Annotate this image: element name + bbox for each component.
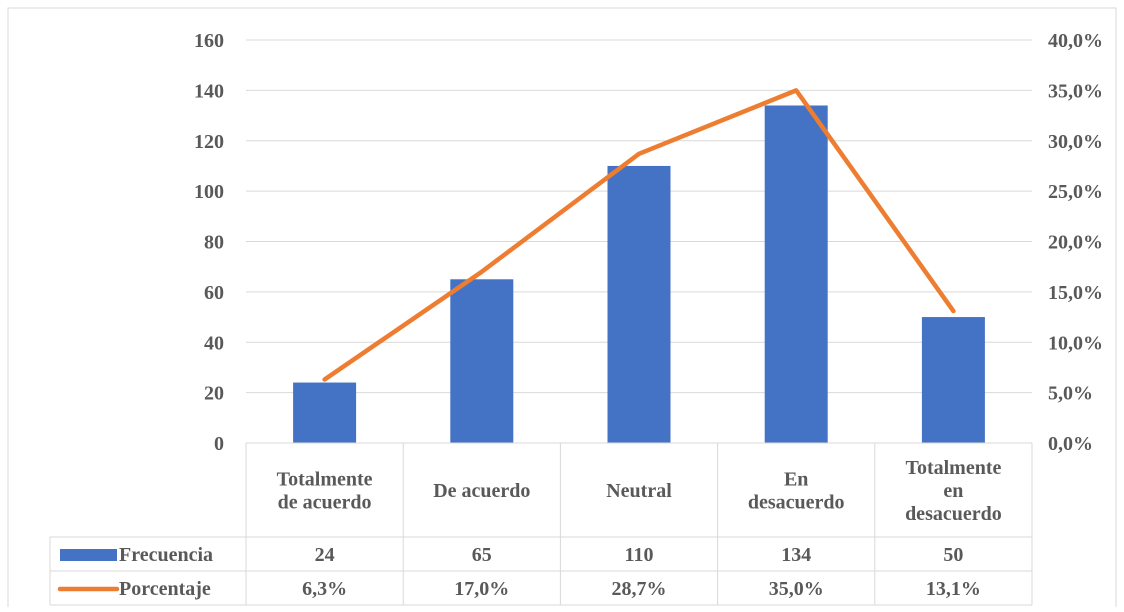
right-tick-label: 25,0%: [1048, 181, 1103, 203]
legend-label-porcentaje: Porcentaje: [119, 578, 211, 600]
left-tick-label: 100: [194, 181, 224, 203]
left-tick-label: 0: [214, 433, 224, 455]
legend-label-frecuencia: Frecuencia: [119, 544, 213, 566]
legend-key-bar: [60, 549, 117, 561]
right-tick-label: 40,0%: [1048, 30, 1103, 52]
left-tick-label: 160: [194, 30, 224, 52]
left-tick-label: 120: [194, 131, 224, 153]
porcentaje-value: 28,7%: [612, 578, 667, 600]
right-tick-label: 10,0%: [1048, 332, 1103, 354]
porcentaje-value: 17,0%: [454, 578, 509, 600]
category-label: de acuerdo: [278, 492, 372, 514]
category-label: De acuerdo: [433, 480, 530, 502]
frecuencia-value: 65: [472, 544, 492, 566]
bar: [450, 279, 513, 443]
left-tick-label: 40: [204, 332, 224, 354]
category-label: Totalmente: [905, 457, 1001, 479]
frecuencia-value: 134: [781, 544, 811, 566]
right-tick-label: 35,0%: [1048, 80, 1103, 102]
category-label: Neutral: [606, 480, 672, 502]
frecuencia-value: 24: [315, 544, 335, 566]
porcentaje-value: 35,0%: [769, 578, 824, 600]
bar: [922, 317, 985, 443]
category-label: Totalmente: [277, 469, 373, 491]
right-tick-label: 5,0%: [1048, 383, 1093, 405]
frecuencia-value: 50: [943, 544, 963, 566]
right-tick-label: 15,0%: [1048, 282, 1103, 304]
left-tick-label: 140: [194, 80, 224, 102]
left-tick-label: 80: [204, 232, 224, 254]
porcentaje-value: 13,1%: [926, 578, 981, 600]
right-tick-label: 30,0%: [1048, 131, 1103, 153]
category-label: desacuerdo: [748, 492, 845, 514]
bar: [765, 105, 828, 443]
left-tick-label: 60: [204, 282, 224, 304]
left-tick-label: 20: [204, 383, 224, 405]
frecuencia-value: 110: [625, 544, 654, 566]
right-tick-label: 20,0%: [1048, 232, 1103, 254]
category-label: desacuerdo: [905, 503, 1002, 525]
bar: [293, 383, 356, 443]
category-label: En: [784, 469, 808, 491]
porcentaje-value: 6,3%: [302, 578, 347, 600]
category-label: en: [943, 480, 963, 502]
right-tick-label: 0,0%: [1048, 433, 1093, 455]
bar: [608, 166, 671, 443]
